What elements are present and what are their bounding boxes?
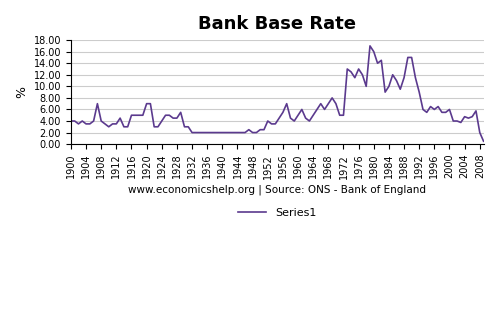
Series1 [480, 139, 486, 143]
Legend: Series1: Series1 [234, 204, 320, 223]
Series1 [268, 122, 274, 126]
Line: Series1: Series1 [71, 46, 484, 141]
X-axis label: www.economicshelp.org | Source: ONS - Bank of England: www.economicshelp.org | Source: ONS - Ba… [128, 184, 426, 195]
Title: Bank Base Rate: Bank Base Rate [198, 15, 356, 33]
Series1 [473, 109, 479, 113]
Series1 [189, 131, 195, 135]
Y-axis label: %: % [15, 86, 28, 98]
Series1 [257, 128, 263, 132]
Series1 [360, 73, 366, 77]
Series1 [458, 121, 464, 125]
Series1 [367, 44, 373, 48]
Series1 [68, 119, 74, 123]
